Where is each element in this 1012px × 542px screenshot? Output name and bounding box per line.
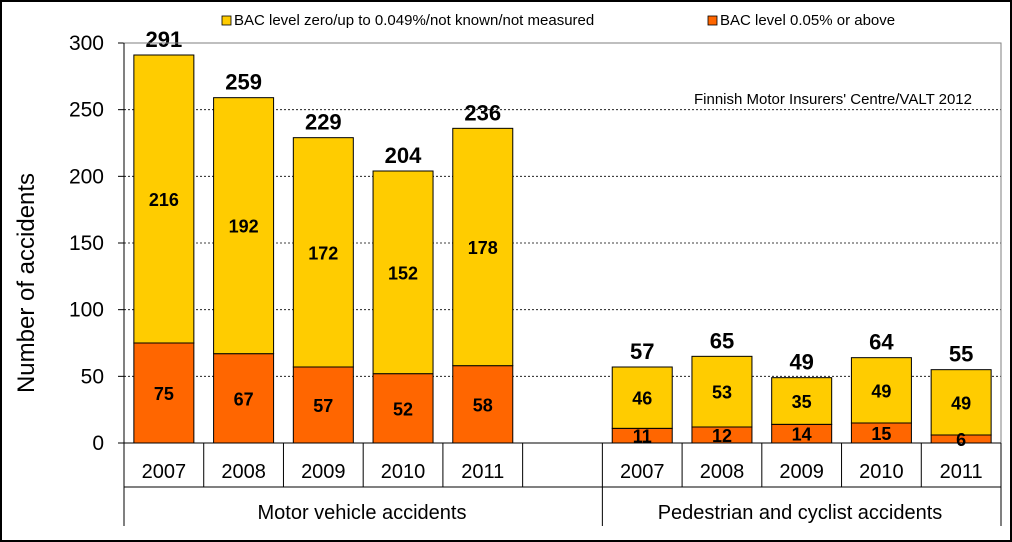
x-tick-label: 2007 xyxy=(142,461,187,483)
data-label-bac-high: 58 xyxy=(473,395,493,415)
data-label-bac-low: 53 xyxy=(712,383,732,403)
data-label-bac-high: 11 xyxy=(633,427,652,447)
data-label-bac-low: 46 xyxy=(632,389,652,409)
bar-segment-bac-high xyxy=(133,342,195,444)
x-tick-label: 2010 xyxy=(381,461,426,483)
bar-segment-bac-low xyxy=(372,170,434,375)
bar-segment-bac-low xyxy=(771,377,833,425)
bar-segment-bac-low xyxy=(452,127,514,367)
data-label-bac-low: 216 xyxy=(149,190,179,210)
data-label-bac-low: 178 xyxy=(468,238,498,258)
data-label-total: 55 xyxy=(949,342,973,367)
data-label-total: 259 xyxy=(225,70,262,95)
bar-segment-bac-low xyxy=(611,366,673,429)
x-tick-label: 2008 xyxy=(700,461,745,483)
data-label-bac-high: 75 xyxy=(154,384,174,404)
bar-segment-bac-low xyxy=(133,54,195,344)
data-label-bac-high: 12 xyxy=(712,426,732,446)
data-label-total: 49 xyxy=(789,350,813,375)
data-label-bac-low: 152 xyxy=(388,263,418,283)
y-tick-label: 200 xyxy=(69,165,104,188)
x-tick-label: 2010 xyxy=(859,461,904,483)
data-label-bac-low: 49 xyxy=(951,393,971,413)
y-tick-label: 50 xyxy=(81,365,104,388)
y-tick-label: 300 xyxy=(69,32,104,55)
axes: 0 50 100 150 200 250 300 2007 2008 2009 2010 2011 20… xyxy=(69,32,1002,526)
data-label-total: 229 xyxy=(305,110,342,135)
bar-segment-bac-high xyxy=(372,373,434,444)
data-label-total: 204 xyxy=(385,143,422,168)
x-tick-label: 2008 xyxy=(221,461,266,483)
data-label-bac-high: 67 xyxy=(234,389,254,409)
data-label-total: 291 xyxy=(146,27,183,52)
x-tick-label: 2009 xyxy=(779,461,824,483)
y-tick-label: 150 xyxy=(69,232,104,255)
data-label-total: 57 xyxy=(630,339,654,364)
data-label-bac-low: 49 xyxy=(871,381,891,401)
legend-label-bac-high: BAC level 0.05% or above xyxy=(720,12,895,29)
bar-segment-bac-high xyxy=(213,353,275,444)
data-label-bac-high: 6 xyxy=(956,430,966,450)
bar-segment-bac-low xyxy=(850,357,912,424)
bar-segment-bac-high xyxy=(292,366,354,444)
data-label-total: 64 xyxy=(869,330,894,355)
data-label-bac-high: 52 xyxy=(393,399,413,419)
data-label-bac-high: 15 xyxy=(871,424,891,444)
bar-segment-bac-low xyxy=(691,355,753,428)
y-tick-label: 100 xyxy=(69,299,104,322)
data-label-bac-low: 192 xyxy=(229,217,259,237)
y-tick-label: 0 xyxy=(92,432,104,455)
data-label-bac-high: 57 xyxy=(313,396,333,416)
x-tick-label: 2007 xyxy=(620,461,665,483)
data-label-total: 236 xyxy=(464,100,501,125)
data-label-bac-high: 14 xyxy=(792,425,812,445)
bars: 75 216 291 67 192 259 57 172 229 52 152 204 58 178 236… xyxy=(133,27,992,450)
x-group-label-pedestrian-cyclist: Pedestrian and cyclist accidents xyxy=(658,502,943,524)
legend-swatch-bac-low xyxy=(221,15,232,26)
x-tick-label: 2009 xyxy=(301,461,346,483)
bar-segment-bac-low xyxy=(930,369,992,436)
x-group-label-motor-vehicle: Motor vehicle accidents xyxy=(258,502,467,524)
bar-segment-bac-low xyxy=(292,137,354,368)
x-tick-label: 2011 xyxy=(461,461,504,483)
data-label-bac-low: 172 xyxy=(308,243,338,263)
y-axis-title: Number of accidents xyxy=(13,173,40,393)
data-label-bac-low: 35 xyxy=(792,392,812,412)
legend-swatch-bac-high xyxy=(707,15,718,26)
source-annotation: Finnish Motor Insurers' Centre/VALT 2012 xyxy=(694,91,972,108)
bar-segment-bac-low xyxy=(213,97,275,355)
x-tick-label: 2011 xyxy=(940,461,983,483)
legend-label-bac-low: BAC level zero/up to 0.049%/not known/no… xyxy=(234,12,594,29)
data-label-total: 65 xyxy=(710,328,734,353)
legend: BAC level zero/up to 0.049%/not known/no… xyxy=(221,12,895,29)
y-tick-label: 250 xyxy=(69,99,104,122)
